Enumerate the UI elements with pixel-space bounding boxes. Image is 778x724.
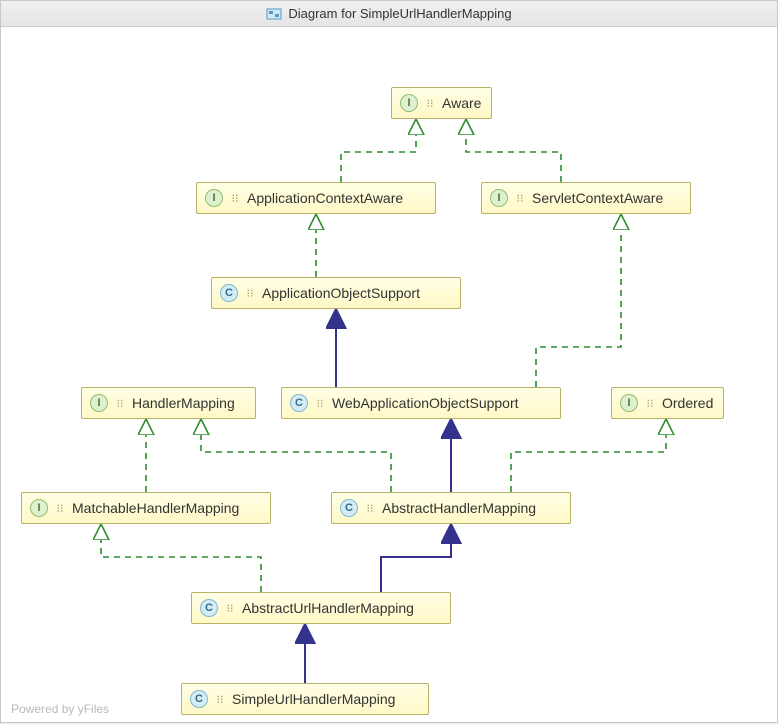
lock-icon: ⁝⁝ xyxy=(229,192,241,205)
diagram-canvas[interactable]: I ⁝⁝ Aware I ⁝⁝ ApplicationContextAware I ⁝⁝ Ser… xyxy=(1,27,777,722)
class-icon: C xyxy=(340,499,358,517)
node-label: ApplicationObjectSupport xyxy=(262,285,420,301)
edge-waos-to-scaware xyxy=(536,214,621,387)
lock-icon: ⁝⁝ xyxy=(314,397,326,410)
edge-scaware-to-aware xyxy=(466,119,561,182)
edge-ahm-to-ordered xyxy=(511,419,666,492)
footer-text: Powered by yFiles xyxy=(11,702,109,716)
node-waos[interactable]: C ⁝⁝ WebApplicationObjectSupport xyxy=(281,387,561,419)
node-aos[interactable]: C ⁝⁝ ApplicationObjectSupport xyxy=(211,277,461,309)
interface-icon: I xyxy=(205,189,223,207)
edge-ahm-to-hm xyxy=(201,419,391,492)
lock-icon: ⁝⁝ xyxy=(54,502,66,515)
interface-icon: I xyxy=(400,94,418,112)
node-label: WebApplicationObjectSupport xyxy=(332,395,519,411)
lock-icon: ⁝⁝ xyxy=(514,192,526,205)
interface-icon: I xyxy=(30,499,48,517)
node-suhm[interactable]: C ⁝⁝ SimpleUrlHandlerMapping xyxy=(181,683,429,715)
node-label: MatchableHandlerMapping xyxy=(72,500,239,516)
titlebar: Diagram for SimpleUrlHandlerMapping xyxy=(1,1,777,27)
diagram-icon xyxy=(266,6,282,22)
edge-acaware-to-aware xyxy=(341,119,416,182)
node-label: HandlerMapping xyxy=(132,395,235,411)
edge-auhm-to-ahm xyxy=(381,524,451,592)
lock-icon: ⁝⁝ xyxy=(424,97,436,110)
diagram-window: Diagram for SimpleUrlHandlerMapping I ⁝⁝ A… xyxy=(0,0,778,723)
edge-auhm-to-mhm xyxy=(101,524,261,592)
node-label: ApplicationContextAware xyxy=(247,190,403,206)
node-label: Ordered xyxy=(662,395,713,411)
node-ahm[interactable]: C ⁝⁝ AbstractHandlerMapping xyxy=(331,492,571,524)
node-scaware[interactable]: I ⁝⁝ ServletContextAware xyxy=(481,182,691,214)
window-title: Diagram for SimpleUrlHandlerMapping xyxy=(288,6,511,21)
node-label: Aware xyxy=(442,95,481,111)
node-auhm[interactable]: C ⁝⁝ AbstractUrlHandlerMapping xyxy=(191,592,451,624)
node-ordered[interactable]: I ⁝⁝ Ordered xyxy=(611,387,724,419)
node-label: AbstractHandlerMapping xyxy=(382,500,536,516)
node-label: SimpleUrlHandlerMapping xyxy=(232,691,395,707)
interface-icon: I xyxy=(490,189,508,207)
lock-icon: ⁝⁝ xyxy=(244,287,256,300)
interface-icon: I xyxy=(90,394,108,412)
lock-icon: ⁝⁝ xyxy=(224,602,236,615)
node-hm[interactable]: I ⁝⁝ HandlerMapping xyxy=(81,387,256,419)
class-icon: C xyxy=(200,599,218,617)
lock-icon: ⁝⁝ xyxy=(644,397,656,410)
lock-icon: ⁝⁝ xyxy=(214,693,226,706)
interface-icon: I xyxy=(620,394,638,412)
node-label: ServletContextAware xyxy=(532,190,663,206)
class-icon: C xyxy=(190,690,208,708)
node-mhm[interactable]: I ⁝⁝ MatchableHandlerMapping xyxy=(21,492,271,524)
node-acaware[interactable]: I ⁝⁝ ApplicationContextAware xyxy=(196,182,436,214)
lock-icon: ⁝⁝ xyxy=(114,397,126,410)
node-label: AbstractUrlHandlerMapping xyxy=(242,600,414,616)
node-aware[interactable]: I ⁝⁝ Aware xyxy=(391,87,492,119)
class-icon: C xyxy=(220,284,238,302)
class-icon: C xyxy=(290,394,308,412)
lock-icon: ⁝⁝ xyxy=(364,502,376,515)
